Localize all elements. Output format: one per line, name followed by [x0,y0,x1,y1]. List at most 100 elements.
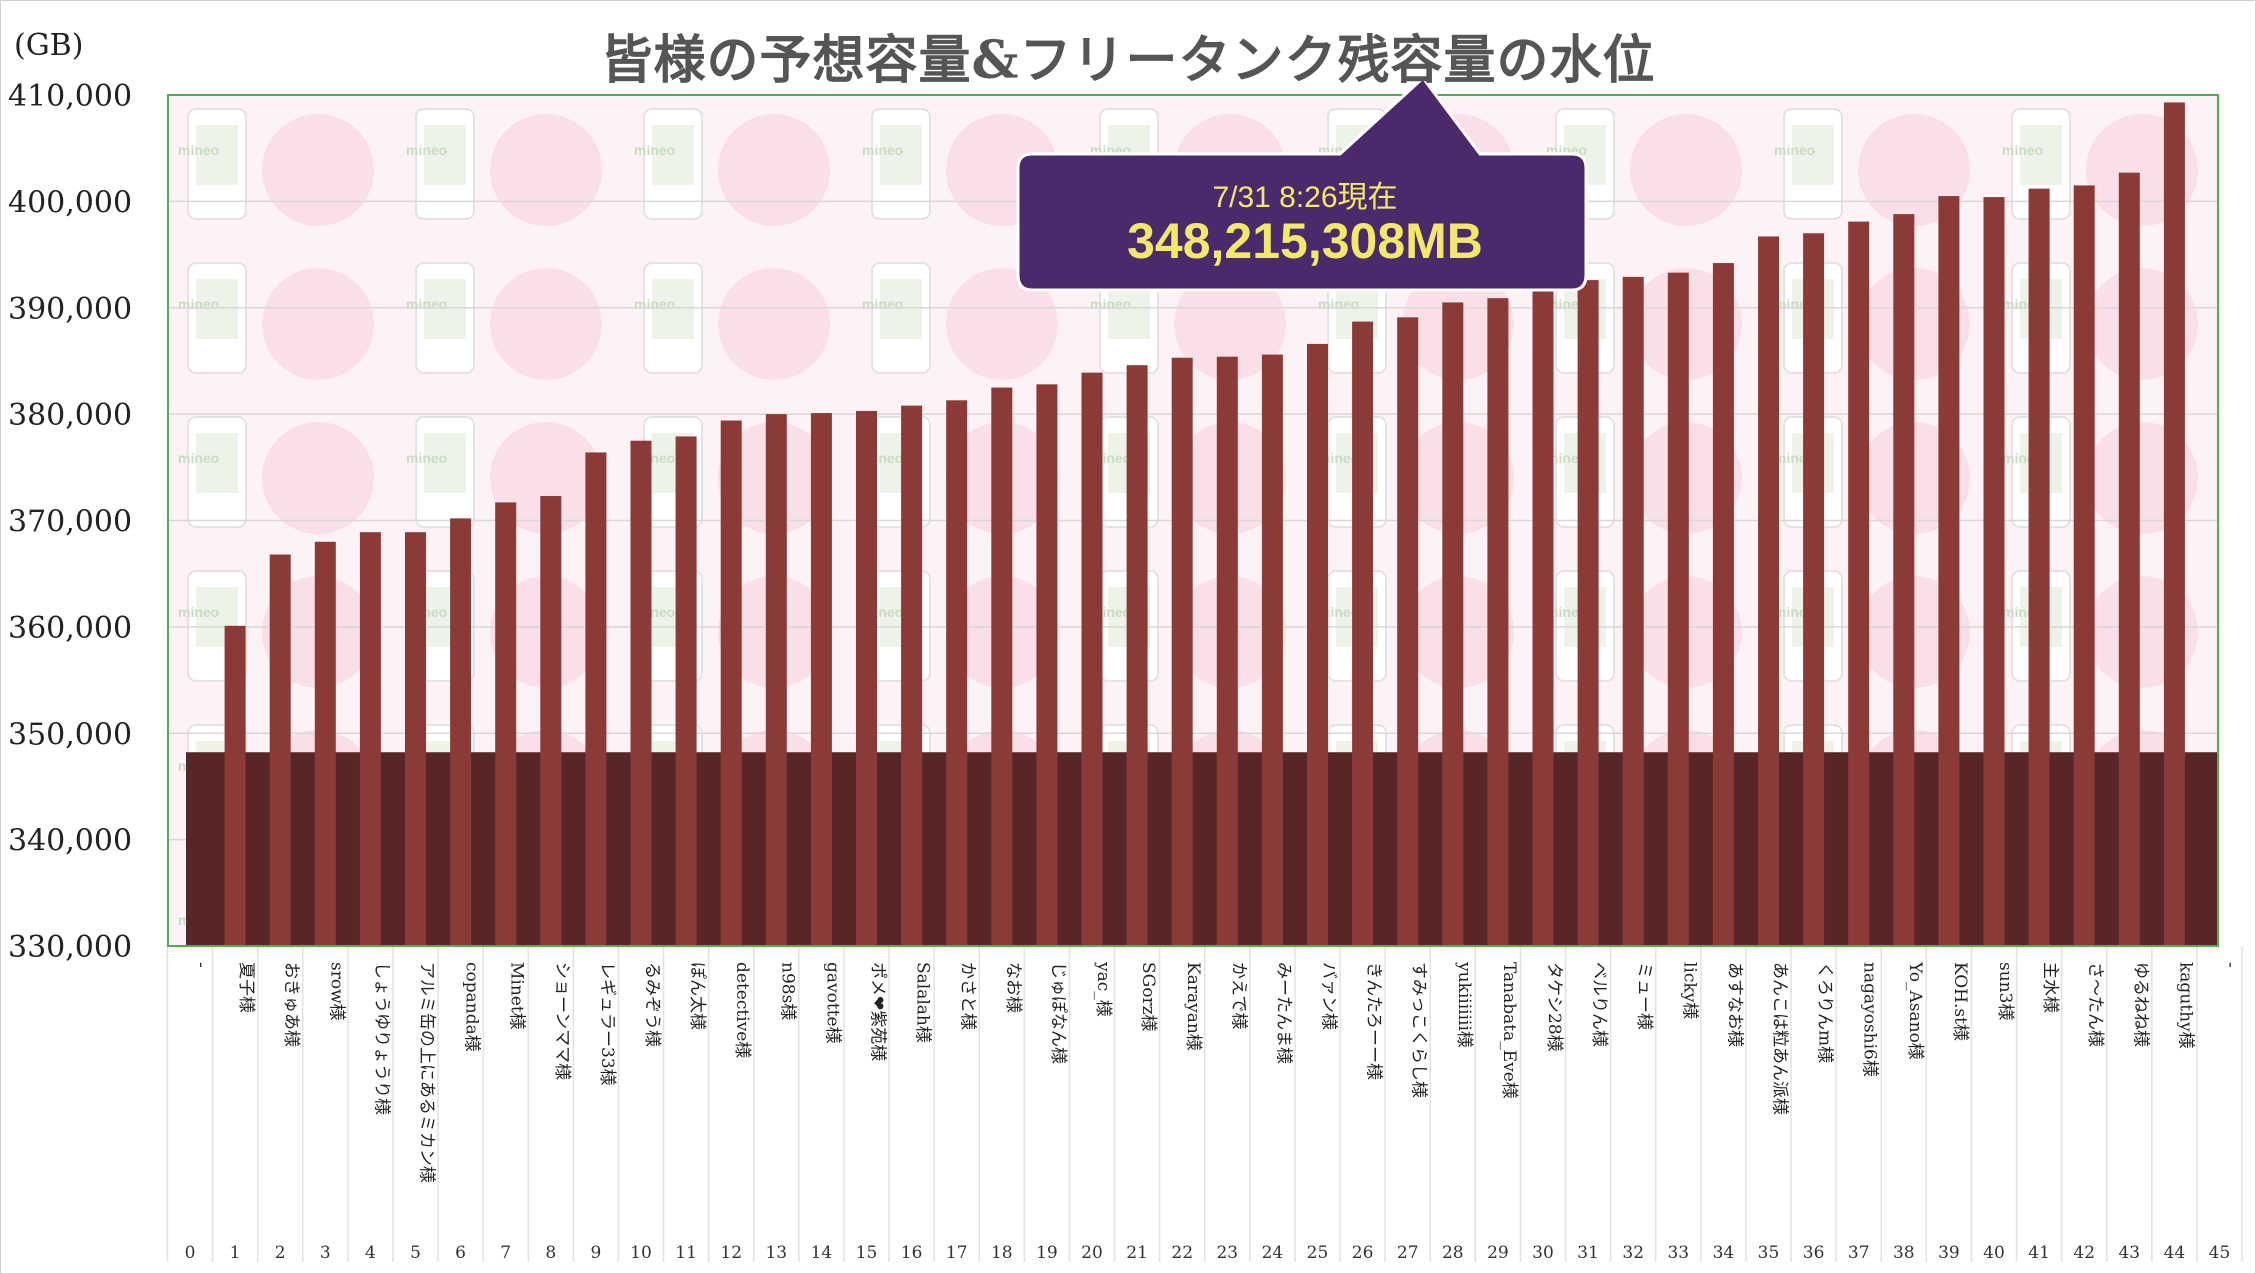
y-tick-label: 350,000 [8,717,132,752]
x-index-label: 37 [1848,1243,1870,1263]
bar [1758,236,1779,946]
x-category-label: nagayoshi6様 [1860,962,1880,1077]
y-tick-label: 400,000 [8,185,132,220]
y-tick-label: 330,000 [8,930,132,965]
x-category-label: yac_様 [1093,961,1113,1017]
svg-text:主水様: 主水様 [2040,962,2060,1013]
svg-text:detective様: detective様 [732,962,752,1058]
bar [1487,298,1509,946]
x-index-label: 36 [1803,1243,1825,1263]
x-category-label: 夏子様 [236,962,256,1013]
x-index-label: 6 [455,1243,466,1263]
bar [2073,185,2095,946]
free-tank-level [186,752,2218,946]
bar [1848,221,1870,946]
svg-text:Tanabata_Eve様: Tanabata_Eve様 [1499,962,1519,1099]
svg-text:るみぞう様: るみぞう様 [642,962,662,1047]
bar [765,414,787,946]
x-category-label: ポメ❤紫苑様 [868,962,888,1061]
bar [1893,214,1915,946]
x-index-label: 1 [230,1243,241,1263]
x-index-label: 4 [365,1243,376,1263]
x-category-label: きんたろーー様 [1364,962,1384,1080]
x-index-label: 20 [1081,1243,1103,1263]
bar [450,518,472,946]
x-category-label: るみぞう様 [642,962,662,1047]
svg-text:yukiiiiiii様: yukiiiiiii様 [1454,961,1474,1048]
y-tick-label: 370,000 [8,505,132,540]
bar [991,387,1013,946]
bar [1036,384,1058,947]
x-category-label: sun3様 [1995,962,2015,1020]
svg-text:ゆるねね様: ゆるねね様 [2130,962,2150,1047]
bar [2028,188,2050,947]
x-category-label: あんこは粒あん派様 [1770,962,1790,1115]
x-category-label: yukiiiiiii様 [1454,961,1474,1048]
svg-text:licky様: licky様 [1679,962,1699,1019]
y-tick-label: 380,000 [8,398,132,433]
bar-series [224,102,2185,947]
x-category-label: ショーンママ様 [552,962,572,1080]
svg-text:SGorz様: SGorz様 [1138,962,1158,1032]
bar [1171,357,1193,947]
svg-text:アルミ缶の上にあるミカン様: アルミ缶の上にあるミカン様 [417,962,437,1183]
svg-text:nagayoshi6様: nagayoshi6様 [1860,962,1880,1077]
x-index-label: 35 [1758,1243,1780,1263]
x-category-label: レギュラー33様 [597,962,617,1086]
x-index-label: 41 [2028,1243,2050,1263]
x-index-label: 38 [1893,1243,1915,1263]
x-index-label: 9 [590,1243,601,1263]
bar [269,554,291,946]
x-category-label: バァン様 [1319,962,1339,1030]
x-index-label: 23 [1216,1243,1238,1263]
bar [1712,263,1734,946]
x-index-label: 17 [946,1243,968,1263]
callout-timestamp: 7/31 8:26現在 [1212,181,1398,214]
svg-text:Karayan様: Karayan様 [1183,962,1203,1051]
callout-value: 348,215,308MB [1127,213,1483,269]
svg-text:バァン様: バァン様 [1319,962,1339,1030]
svg-text:ショーンママ様: ショーンママ様 [552,962,572,1080]
x-category-label: KOH.st様 [1950,962,1970,1041]
bar [1983,197,2005,946]
x-category-label: SGorz様 [1138,962,1158,1032]
svg-text:みーたんま様: みーたんま様 [1273,962,1293,1064]
x-index-label: 8 [545,1243,556,1263]
svg-text:n98s様: n98s様 [777,962,797,1020]
bar [224,625,246,946]
svg-text:ベルりん様: ベルりん様 [1589,962,1609,1047]
svg-text:なお様: なお様 [1003,962,1023,1013]
svg-text:レギュラー33様: レギュラー33様 [597,962,617,1086]
x-category-label: ミュー様 [1634,962,1654,1030]
bar [1126,365,1148,946]
svg-text:しょうゆりょうり様: しょうゆりょうり様 [371,962,391,1115]
y-unit-label: (GB) [14,28,84,63]
svg-text:あすなお様: あすなお様 [1724,962,1744,1047]
x-index-label: 30 [1532,1243,1554,1263]
x-category-label: あすなお様 [1724,962,1744,1047]
svg-text:KOH.st様: KOH.st様 [1950,962,1970,1041]
x-category-label: じゅぽなん様 [1048,962,1068,1064]
bar [1667,272,1689,946]
y-tick-label: 410,000 [8,79,132,114]
x-category-label: Tanabata_Eve様 [1499,962,1519,1099]
x-index-label: 29 [1487,1243,1509,1263]
bar [1216,356,1238,946]
x-category-label: srow様 [326,962,346,1021]
bar [856,410,877,947]
bar [1622,276,1644,946]
x-index-label: 31 [1577,1243,1599,1263]
x-category-label: Karayan様 [1183,962,1203,1051]
y-tick-label: 340,000 [8,824,132,859]
x-category-label: みーたんま様 [1273,962,1293,1064]
svg-text:あんこは粒あん派様: あんこは粒あん派様 [1770,962,1790,1115]
bar [675,436,697,946]
x-category-label: n98s様 [777,962,797,1020]
x-category-label: ベルりん様 [1589,962,1609,1047]
svg-text:おきゅあ様: おきゅあ様 [281,962,301,1047]
x-category-label: - [2221,962,2241,968]
bar [495,502,517,946]
x-index-label: 18 [991,1243,1013,1263]
x-category-label: licky様 [1679,962,1699,1019]
